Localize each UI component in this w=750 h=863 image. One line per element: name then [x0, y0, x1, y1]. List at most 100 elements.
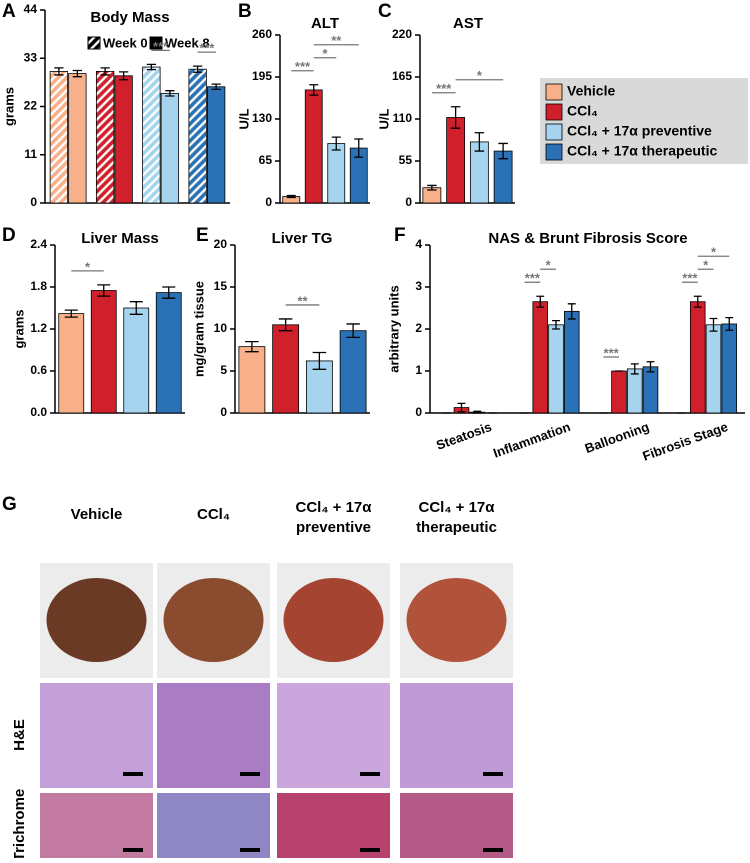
- y-tick-label: 5: [220, 363, 227, 377]
- column-label: therapeutic: [416, 519, 497, 536]
- y-tick-label: 33: [24, 50, 38, 64]
- error-bar: [457, 402, 466, 413]
- y-axis-label: U/L: [236, 108, 251, 129]
- y-tick-label: 15: [214, 279, 228, 293]
- panel-letter: F: [394, 225, 406, 246]
- x-tick-label: Fibrosis Stage: [641, 419, 730, 464]
- significance-label: *: [703, 258, 709, 273]
- bar: [95, 71, 115, 204]
- trichrome-image: [400, 793, 513, 858]
- bar: [188, 68, 207, 204]
- he-image: [400, 683, 513, 788]
- significance-label: ***: [153, 39, 169, 54]
- error-bar: [552, 319, 560, 330]
- error-bar: [72, 69, 82, 78]
- error-bar: [427, 184, 437, 191]
- y-tick-label: 55: [399, 153, 413, 167]
- y-tick-label: 22: [24, 99, 38, 113]
- scale-bar: [123, 848, 143, 852]
- panel-letter: B: [238, 1, 252, 22]
- error-bar: [693, 295, 702, 308]
- scale-bar: [123, 772, 143, 776]
- chart-title: Liver TG: [272, 230, 333, 247]
- error-bar: [100, 67, 110, 76]
- significance-label: ***: [682, 271, 698, 286]
- y-tick-label: 260: [252, 27, 272, 41]
- error-bar: [630, 363, 639, 375]
- significance-label: **: [297, 293, 308, 308]
- legend-swatch: [545, 143, 563, 161]
- error-bar: [278, 318, 293, 332]
- y-tick-label: 11: [24, 147, 37, 161]
- column-label: CCl₄ + 17α: [419, 499, 496, 516]
- y-tick-label: 0.0: [30, 405, 47, 419]
- column-label: Vehicle: [71, 506, 123, 523]
- he-image: [277, 683, 390, 788]
- bar: [327, 143, 346, 204]
- legend-label: Vehicle: [567, 83, 615, 99]
- significance-label: ***: [295, 59, 311, 74]
- bar: [304, 89, 323, 204]
- bar: [272, 324, 300, 414]
- error-bar: [346, 323, 360, 339]
- bar: [49, 71, 69, 204]
- column-label: CCl₄: [197, 506, 230, 523]
- y-axis-label: grams: [11, 309, 26, 348]
- error-bar: [646, 361, 655, 373]
- y-tick-label: 1: [415, 363, 422, 377]
- legend-label: CCl₄ + 17α preventive: [567, 123, 712, 139]
- bar: [548, 324, 564, 414]
- y-tick-label: 220: [392, 27, 412, 41]
- bar: [123, 307, 150, 414]
- error-bar: [536, 295, 545, 308]
- error-bar: [567, 303, 576, 320]
- bar: [238, 346, 266, 414]
- y-tick-label: 195: [252, 69, 272, 83]
- he-image: [157, 683, 270, 788]
- error-bar: [211, 83, 221, 91]
- y-tick-label: 130: [252, 111, 272, 125]
- significance-label: *: [322, 46, 328, 61]
- significance-label: *: [85, 259, 91, 274]
- bar: [611, 370, 627, 414]
- bar: [642, 366, 659, 414]
- bar: [114, 75, 133, 204]
- y-axis-label: arbitrary units: [386, 285, 401, 372]
- panel-letter: E: [196, 225, 209, 246]
- legend-label: CCl₄ + 17α therapeutic: [567, 143, 717, 159]
- y-axis-label: grams: [1, 87, 16, 126]
- error-bar: [129, 301, 143, 315]
- error-bar: [725, 317, 734, 331]
- trichrome-image: [277, 793, 390, 858]
- bar: [206, 86, 226, 204]
- bar: [705, 324, 722, 414]
- error-bar: [309, 84, 319, 96]
- scale-bar: [483, 772, 503, 776]
- bar: [721, 323, 738, 414]
- y-tick-label: 165: [392, 69, 412, 83]
- liver-photo-organ: [406, 578, 507, 662]
- bar: [155, 292, 182, 414]
- bar: [58, 313, 85, 414]
- y-tick-label: 1.2: [30, 321, 47, 335]
- y-tick-label: 0.6: [30, 363, 47, 377]
- chart-title: Body Mass: [90, 9, 169, 26]
- y-tick-label: 1.8: [30, 279, 47, 293]
- liver-photo-organ: [163, 578, 264, 662]
- bar: [142, 66, 161, 204]
- bar: [689, 301, 706, 414]
- bar: [626, 368, 643, 414]
- legend-label: Week 0: [103, 35, 148, 50]
- y-tick-label: 2: [415, 321, 422, 335]
- significance-label: ***: [199, 41, 215, 56]
- y-tick-label: 10: [214, 321, 228, 335]
- x-tick-label: Inflammation: [491, 419, 572, 461]
- error-bar: [474, 132, 485, 152]
- significance-label: ***: [436, 81, 452, 96]
- panel-letter: G: [2, 494, 17, 515]
- error-bar: [709, 317, 718, 332]
- significance-label: *: [546, 258, 552, 273]
- bar: [446, 117, 466, 204]
- trichrome-image: [40, 793, 153, 858]
- y-axis-label: U/L: [376, 108, 391, 129]
